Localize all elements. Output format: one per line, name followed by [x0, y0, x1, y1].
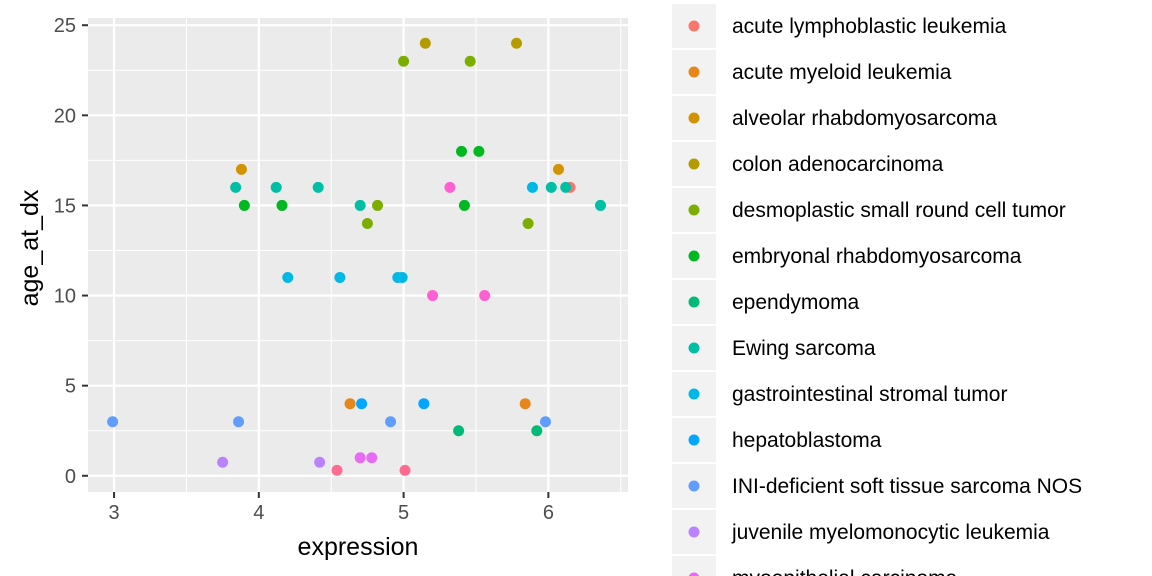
legend-key-point	[688, 112, 700, 124]
data-point	[354, 199, 366, 211]
data-point	[519, 398, 531, 410]
legend-label: hepatoblastoma	[732, 429, 882, 452]
data-point	[511, 37, 523, 49]
data-point	[396, 272, 408, 284]
data-point	[473, 145, 485, 157]
data-point	[230, 181, 242, 193]
legend-label: acute myeloid leukemia	[732, 61, 952, 84]
data-point	[276, 199, 288, 211]
legend-label: embryonal rhabdomyosarcoma	[732, 245, 1022, 268]
data-point	[594, 199, 606, 211]
data-point	[372, 199, 384, 211]
legend-key-point	[688, 434, 700, 446]
data-point	[419, 37, 431, 49]
data-point	[456, 145, 468, 157]
data-point	[217, 456, 229, 468]
data-point	[526, 181, 538, 193]
y-tick-label: 10	[54, 286, 76, 308]
minor-gridlines	[88, 18, 628, 492]
legend: acute lymphoblastic leukemia acute myeloi…	[672, 4, 1082, 576]
x-tick-label: 6	[543, 502, 554, 524]
legend-key-point	[688, 388, 700, 400]
axis-ticks: 3 4 5 6 0 5 10 15 20 25	[54, 15, 554, 524]
data-point	[479, 290, 491, 302]
data-point	[531, 425, 543, 437]
data-point	[331, 464, 343, 476]
data-point	[560, 181, 572, 193]
y-tick-label: 15	[54, 195, 76, 217]
y-tick-label: 25	[54, 15, 76, 37]
legend-key-point	[688, 66, 700, 78]
data-point	[444, 181, 456, 193]
data-point	[366, 452, 378, 464]
data-point	[238, 199, 250, 211]
data-point	[282, 272, 294, 284]
legend-label: desmoplastic small round cell tumor	[732, 199, 1066, 222]
data-point	[545, 181, 557, 193]
x-tick-label: 3	[108, 502, 119, 524]
data-point	[356, 398, 368, 410]
y-tick-label: 0	[65, 466, 76, 488]
panel-background	[88, 18, 628, 492]
legend-key-point	[688, 296, 700, 308]
legend-label: colon adenocarcinoma	[732, 153, 944, 176]
data-point	[344, 398, 356, 410]
legend-key-point	[688, 20, 700, 32]
data-point	[312, 181, 324, 193]
legend-label: juvenile myelomonocytic leukemia	[731, 521, 1050, 544]
data-points	[107, 37, 606, 476]
data-point	[539, 416, 551, 428]
data-point	[235, 163, 247, 175]
y-tick-label: 20	[54, 105, 76, 127]
x-tick-label: 5	[398, 502, 409, 524]
data-point	[354, 452, 366, 464]
data-point	[398, 55, 410, 67]
legend-key-point	[688, 250, 700, 262]
legend-key-point	[688, 480, 700, 492]
legend-label: gastrointestinal stromal tumor	[732, 383, 1007, 406]
x-tick-label: 4	[253, 502, 264, 524]
data-point	[314, 456, 326, 468]
data-point	[458, 199, 470, 211]
legend-key-point	[688, 158, 700, 170]
legend-key	[672, 556, 716, 576]
data-point	[418, 398, 430, 410]
data-point	[522, 217, 534, 229]
data-point	[427, 290, 439, 302]
legend-label: acute lymphoblastic leukemia	[732, 15, 1007, 38]
y-axis-title: age_at_dx	[16, 189, 44, 306]
legend-key-point	[688, 572, 700, 576]
data-point	[107, 416, 119, 428]
x-axis-title: expression	[298, 533, 419, 561]
data-point	[361, 217, 373, 229]
legend-label: INI-deficient soft tissue sarcoma NOS	[732, 475, 1082, 498]
y-tick-label: 5	[65, 376, 76, 398]
legend-label: ependymoma	[732, 291, 860, 314]
data-point	[233, 416, 245, 428]
major-gridlines	[88, 18, 628, 492]
legend-key-point	[688, 204, 700, 216]
data-point	[553, 163, 565, 175]
data-point	[385, 416, 397, 428]
legend-key-point	[688, 526, 700, 538]
data-point	[399, 464, 411, 476]
data-point	[334, 272, 346, 284]
legend-key-point	[688, 342, 700, 354]
legend-label: myoepithelial carcinoma	[732, 567, 958, 576]
data-point	[270, 181, 282, 193]
legend-label: alveolar rhabdomyosarcoma	[732, 107, 997, 130]
data-point	[453, 425, 465, 437]
data-point	[464, 55, 476, 67]
legend-label: Ewing sarcoma	[732, 337, 876, 360]
